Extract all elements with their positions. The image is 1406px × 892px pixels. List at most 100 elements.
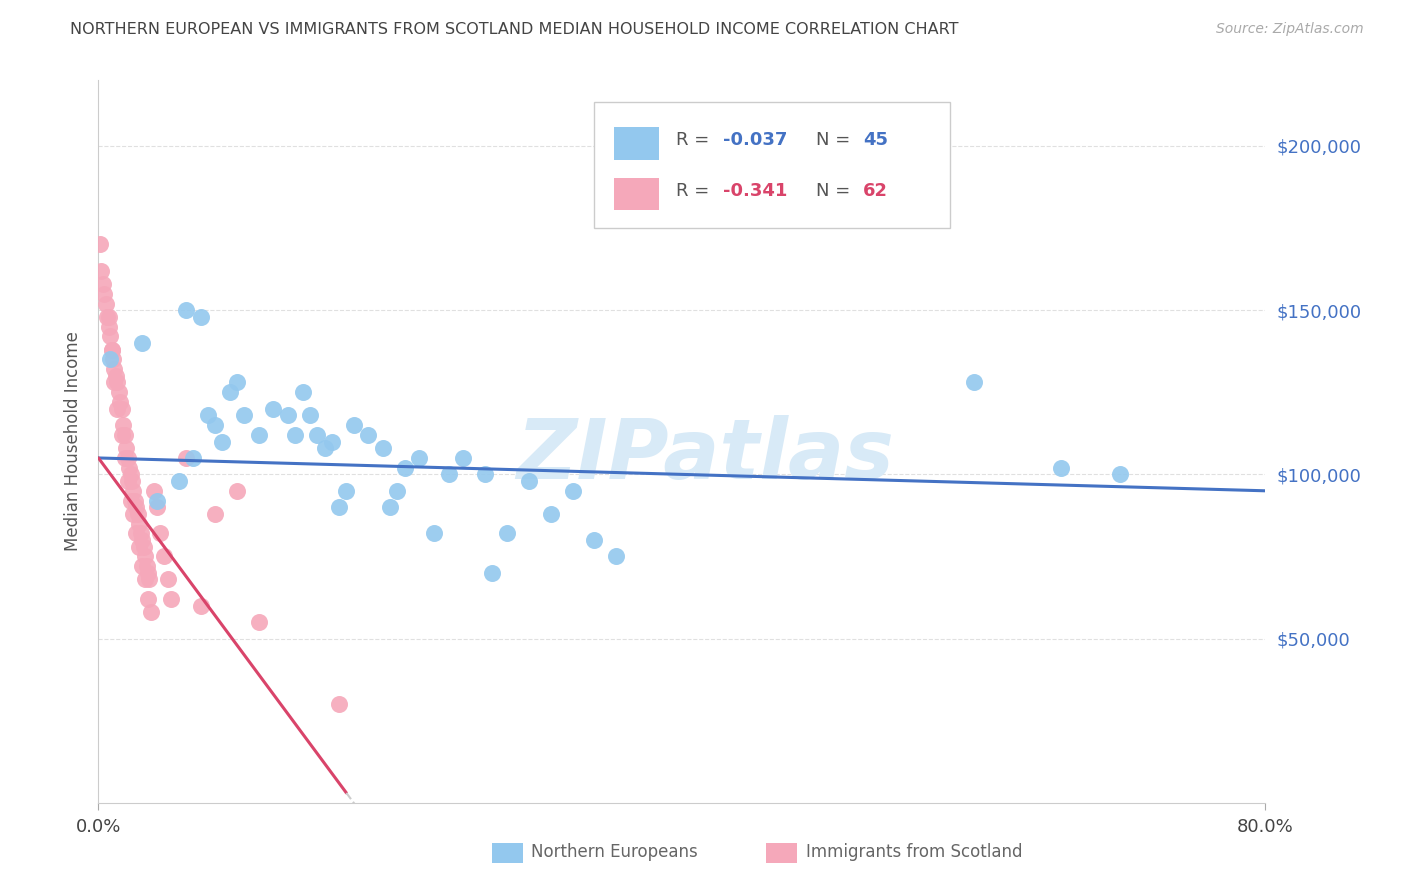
- Point: [387, 483, 409, 498]
- Point: [605, 549, 627, 564]
- Point: [97, 310, 120, 324]
- Text: 62: 62: [863, 182, 887, 200]
- Point: [131, 559, 153, 574]
- Point: [122, 507, 145, 521]
- Point: [101, 352, 124, 367]
- FancyBboxPatch shape: [492, 843, 523, 863]
- Point: [561, 483, 583, 498]
- Point: [129, 526, 152, 541]
- Point: [135, 559, 157, 574]
- Point: [160, 592, 183, 607]
- Text: Immigrants from Scotland: Immigrants from Scotland: [806, 843, 1022, 861]
- Point: [190, 599, 212, 613]
- Point: [98, 329, 121, 343]
- Point: [181, 450, 204, 465]
- Point: [136, 592, 159, 607]
- FancyBboxPatch shape: [614, 178, 658, 211]
- Point: [174, 303, 197, 318]
- Point: [120, 467, 142, 482]
- Point: [962, 376, 984, 390]
- Point: [1108, 467, 1130, 482]
- Point: [167, 474, 190, 488]
- Text: N =: N =: [815, 182, 856, 200]
- Point: [540, 507, 562, 521]
- Point: [91, 277, 114, 291]
- Point: [357, 428, 380, 442]
- Point: [121, 474, 143, 488]
- Point: [408, 450, 430, 465]
- FancyBboxPatch shape: [766, 843, 797, 863]
- Point: [100, 343, 122, 357]
- Point: [105, 401, 128, 416]
- Point: [451, 450, 474, 465]
- Point: [112, 418, 135, 433]
- Point: [174, 450, 197, 465]
- Point: [517, 474, 540, 488]
- Text: R =: R =: [676, 131, 716, 149]
- Point: [423, 526, 446, 541]
- Point: [111, 401, 134, 416]
- Point: [96, 310, 118, 324]
- Point: [104, 368, 127, 383]
- Point: [93, 286, 115, 301]
- Point: [371, 441, 394, 455]
- Point: [127, 507, 149, 521]
- Point: [125, 500, 148, 515]
- Point: [110, 395, 132, 409]
- Point: [262, 401, 284, 416]
- Point: [284, 428, 307, 442]
- Point: [157, 573, 180, 587]
- Text: Source: ZipAtlas.com: Source: ZipAtlas.com: [1216, 22, 1364, 37]
- Point: [115, 441, 138, 455]
- Point: [103, 376, 125, 390]
- Point: [394, 460, 416, 475]
- Text: -0.037: -0.037: [723, 131, 787, 149]
- Point: [153, 549, 176, 564]
- Point: [142, 483, 165, 498]
- Point: [98, 352, 121, 367]
- Point: [437, 467, 460, 482]
- Point: [114, 450, 136, 465]
- Point: [149, 526, 172, 541]
- Point: [321, 434, 343, 449]
- Point: [247, 615, 270, 630]
- Point: [307, 428, 329, 442]
- Point: [343, 418, 366, 433]
- Text: R =: R =: [676, 182, 716, 200]
- FancyBboxPatch shape: [614, 128, 658, 160]
- Point: [128, 540, 150, 554]
- Point: [103, 362, 125, 376]
- Text: -0.341: -0.341: [723, 182, 787, 200]
- Point: [131, 533, 153, 547]
- Point: [233, 409, 256, 423]
- Point: [134, 573, 156, 587]
- Point: [120, 493, 142, 508]
- Point: [100, 343, 122, 357]
- Point: [1050, 460, 1073, 475]
- Text: N =: N =: [815, 131, 856, 149]
- Point: [583, 533, 606, 547]
- Text: ZIPatlas: ZIPatlas: [516, 416, 894, 497]
- Point: [226, 483, 249, 498]
- Point: [226, 376, 249, 390]
- Point: [211, 434, 233, 449]
- Point: [134, 549, 156, 564]
- Point: [114, 428, 136, 442]
- Point: [328, 698, 350, 712]
- Text: NORTHERN EUROPEAN VS IMMIGRANTS FROM SCOTLAND MEDIAN HOUSEHOLD INCOME CORRELATIO: NORTHERN EUROPEAN VS IMMIGRANTS FROM SCO…: [70, 22, 959, 37]
- Point: [139, 605, 162, 619]
- Point: [190, 310, 212, 324]
- Point: [128, 516, 150, 531]
- FancyBboxPatch shape: [595, 102, 950, 228]
- Point: [197, 409, 219, 423]
- Point: [97, 319, 120, 334]
- Point: [94, 296, 117, 310]
- Point: [291, 385, 314, 400]
- Y-axis label: Median Household Income: Median Household Income: [65, 332, 83, 551]
- Point: [247, 428, 270, 442]
- Point: [335, 483, 357, 498]
- Point: [89, 237, 111, 252]
- Point: [117, 474, 139, 488]
- Point: [118, 460, 141, 475]
- Point: [496, 526, 519, 541]
